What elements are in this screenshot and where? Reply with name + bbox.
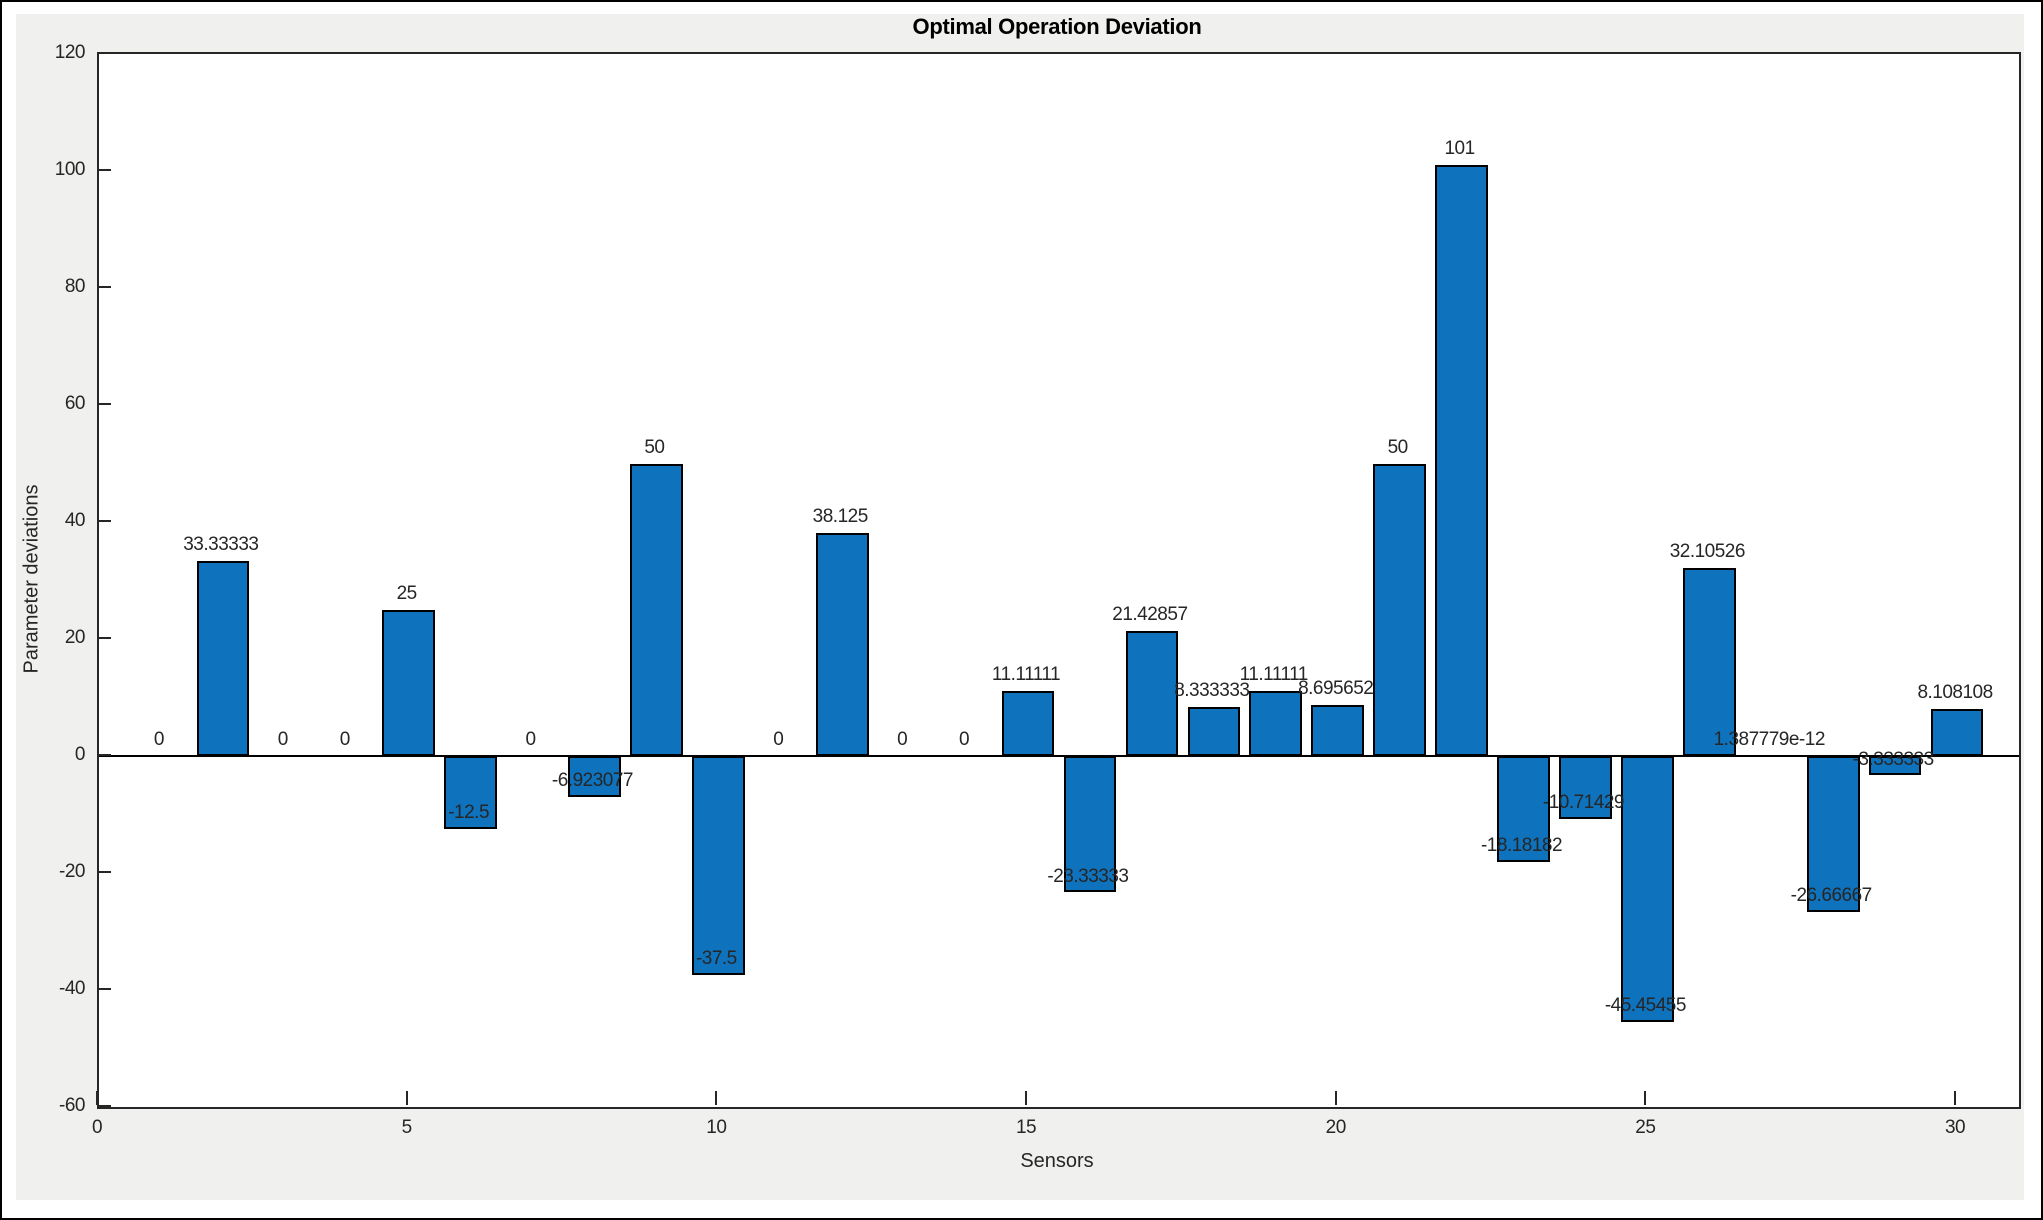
plot-area [97, 52, 2021, 1109]
bar [382, 609, 435, 756]
x-axis-label: Sensors [1020, 1150, 1094, 1172]
bar [1559, 756, 1612, 819]
bar [1125, 630, 1179, 756]
bar [1930, 708, 1984, 756]
bar [1249, 691, 1303, 756]
bar [815, 532, 869, 756]
bar [1683, 568, 1736, 756]
bar [630, 463, 683, 756]
y-axis-label: Parameter deviations [20, 484, 43, 674]
bar [196, 561, 250, 756]
chart-title: Optimal Operation Deviation [912, 14, 1202, 39]
bar [1063, 756, 1117, 893]
bar [444, 756, 497, 830]
bar [692, 756, 745, 976]
bar [1868, 756, 1922, 776]
bar [1621, 756, 1674, 1022]
bar [1497, 756, 1550, 863]
bar [1806, 756, 1860, 912]
bar [1311, 705, 1365, 756]
bar [1435, 165, 1488, 756]
bar [1373, 463, 1426, 756]
bar [568, 756, 621, 797]
bar [1001, 691, 1055, 756]
zero-baseline [99, 755, 2019, 757]
bar [1187, 707, 1241, 756]
